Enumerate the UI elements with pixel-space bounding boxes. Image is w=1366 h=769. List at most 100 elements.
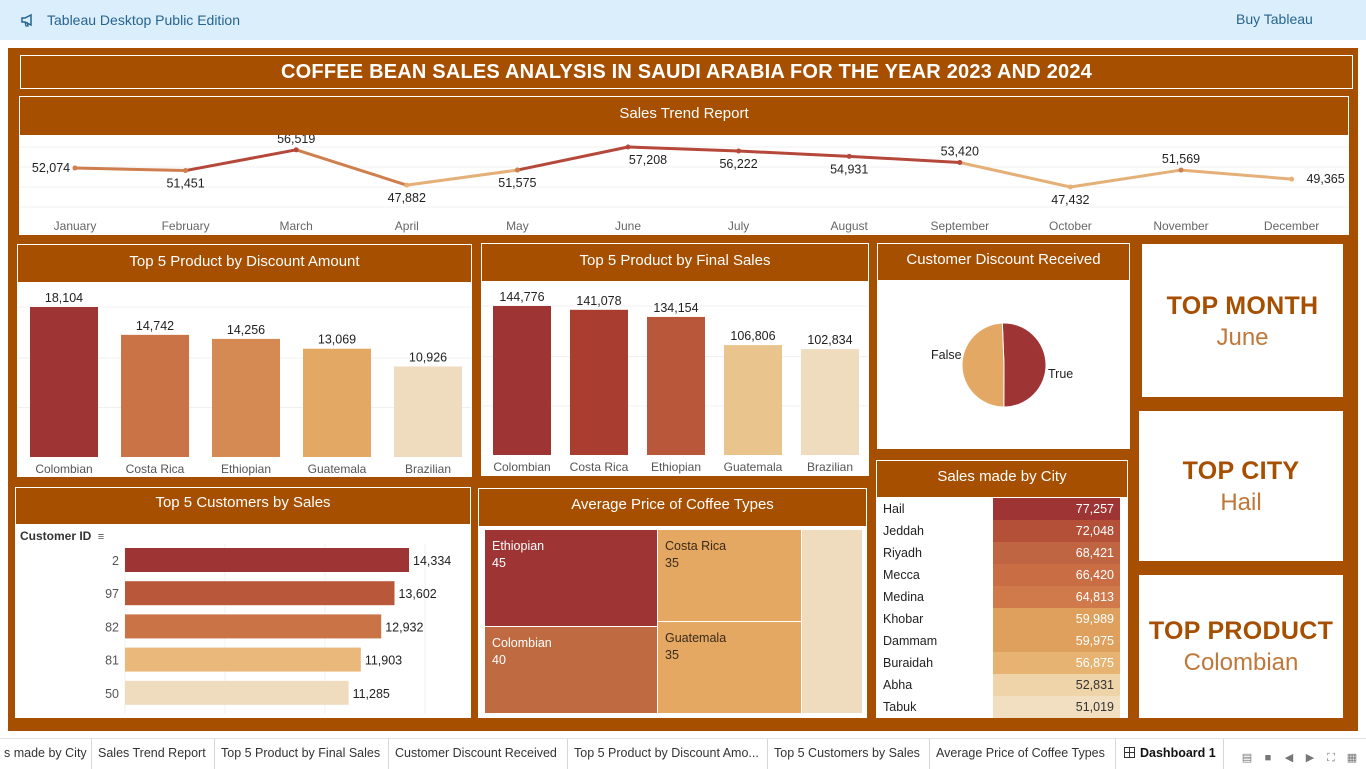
city-name: Khobar xyxy=(883,612,924,626)
filmstrip-icon[interactable]: ■ xyxy=(1264,752,1272,764)
top-month-label: TOP MONTH xyxy=(1166,292,1319,320)
trend-point-august[interactable] xyxy=(846,153,852,159)
trend-segment-7[interactable] xyxy=(847,154,962,164)
bar-brazilian[interactable] xyxy=(801,349,859,455)
city-row-buraidah[interactable]: Buraidah 56,875 xyxy=(877,652,1120,674)
customer-value-label: 12,932 xyxy=(385,620,423,634)
bar-colombian[interactable] xyxy=(30,307,98,457)
trend-point-april[interactable] xyxy=(404,182,410,188)
tab-dashboard-1[interactable]: Dashboard 1 xyxy=(1116,739,1224,769)
bar-category-label: Colombian xyxy=(493,460,550,474)
bar-ethiopian[interactable] xyxy=(647,316,705,455)
trend-segment-4[interactable] xyxy=(515,145,630,172)
bar-guatemala[interactable] xyxy=(724,345,782,455)
trend-point-november[interactable] xyxy=(1178,167,1184,173)
discount-received-chart[interactable]: True False xyxy=(878,280,1129,448)
sales-trend-chart[interactable]: 52,074 January 51,451 February 56,519 March 47… xyxy=(20,135,1348,235)
tab-discount-received[interactable]: Customer Discount Received xyxy=(389,739,568,769)
bar-costa-rica[interactable] xyxy=(570,309,628,455)
trend-point-may[interactable] xyxy=(514,167,520,173)
trend-point-march[interactable] xyxy=(293,147,299,153)
customer-bar-2[interactable] xyxy=(125,548,409,572)
final-sales-panel: Top 5 Product by Final Sales 144,776 Colo… xyxy=(481,243,869,476)
customer-bar-81[interactable] xyxy=(125,647,361,672)
tab-list-icon[interactable]: ▤ xyxy=(1241,752,1253,764)
treemap-cell-ethiopian[interactable] xyxy=(485,530,657,626)
city-row-khobar[interactable]: Khobar 59,989 xyxy=(877,608,1120,630)
trend-segment-6[interactable] xyxy=(737,149,851,158)
top-city-value: Hail xyxy=(1220,489,1262,516)
trend-segment-8[interactable] xyxy=(958,160,1072,189)
tab-discount-amount[interactable]: Top 5 Product by Discount Amo... xyxy=(568,739,768,769)
trend-segment-0[interactable] xyxy=(73,166,188,173)
trend-segment-1[interactable] xyxy=(184,148,298,173)
tab-top-customers[interactable]: Top 5 Customers by Sales xyxy=(768,739,930,769)
tab-avg-price[interactable]: Average Price of Coffee Types xyxy=(930,739,1116,769)
city-row-mecca[interactable]: Mecca 66,420 xyxy=(877,564,1120,586)
trend-point-december[interactable] xyxy=(1289,176,1295,182)
trend-segment-5[interactable] xyxy=(626,145,741,153)
avg-price-treemap[interactable]: Ethiopian 45 Colombian 40 Costa Rica 35 Guatem… xyxy=(479,526,866,717)
treemap-cell-colombian[interactable] xyxy=(485,627,657,713)
customer-id-header[interactable]: Customer ID ≡ xyxy=(20,529,104,543)
trend-point-june[interactable] xyxy=(625,144,631,150)
trend-data-label: 53,420 xyxy=(941,144,979,158)
trend-segment-10[interactable] xyxy=(1179,168,1294,181)
next-sheet-icon[interactable]: ▶ xyxy=(1305,752,1315,764)
bar-ethiopian[interactable] xyxy=(212,338,280,457)
customer-bar-97[interactable] xyxy=(125,581,395,606)
city-row-riyadh[interactable]: Riyadh 68,421 xyxy=(877,542,1120,564)
treemap-cell-other[interactable] xyxy=(802,530,862,713)
trend-segment-9[interactable] xyxy=(1068,168,1183,189)
bar-brazilian[interactable] xyxy=(394,366,462,457)
city-name: Jeddah xyxy=(883,524,925,538)
customer-value-label: 11,903 xyxy=(365,654,402,668)
trend-segment-3[interactable] xyxy=(405,168,519,187)
top-product-value: Colombian xyxy=(1183,649,1299,676)
city-row-hail[interactable]: Hail 77,257 xyxy=(877,498,1120,520)
trend-point-february[interactable] xyxy=(183,168,189,174)
bar-costa-rica[interactable] xyxy=(121,334,189,457)
customer-bar-50[interactable] xyxy=(125,680,349,705)
city-row-medina[interactable]: Medina 64,813 xyxy=(877,586,1120,608)
city-sales-value: 51,019 xyxy=(1075,700,1114,714)
treemap-cell-guatemala[interactable] xyxy=(658,622,801,713)
discount-products-panel: Top 5 Product by Discount Amount 18,104 C… xyxy=(17,244,472,477)
treemap-value-label: 40 xyxy=(492,653,506,667)
trend-point-july[interactable] xyxy=(736,148,742,154)
trend-x-tick: May xyxy=(506,219,529,233)
trend-segment-2[interactable] xyxy=(294,148,409,187)
sort-icon[interactable]: ≡ xyxy=(97,531,105,543)
pie-slice-true[interactable] xyxy=(1001,322,1047,408)
trend-x-tick: January xyxy=(54,219,97,233)
city-value-cell: 72,048 xyxy=(993,520,1120,542)
bar-guatemala[interactable] xyxy=(303,348,371,457)
tab-sales-trend-report[interactable]: Sales Trend Report xyxy=(92,739,215,769)
top-customers-chart[interactable]: 2 14,334 97 13,602 82 12,932 81 11,903 50 11,285 xyxy=(16,544,470,714)
bar-category-label: Brazilian xyxy=(807,460,853,474)
bar-colombian[interactable] xyxy=(493,306,551,455)
tab-sales-by-city[interactable]: s made by City xyxy=(0,739,92,769)
city-name: Hail xyxy=(883,502,905,516)
pie-slice-false[interactable] xyxy=(961,322,1005,408)
trend-point-october[interactable] xyxy=(1067,184,1073,190)
fit-icon[interactable]: ⛶ xyxy=(1327,752,1335,764)
city-value-cell: 52,831 xyxy=(993,674,1120,696)
city-row-jeddah[interactable]: Jeddah 72,048 xyxy=(877,520,1120,542)
final-sales-chart[interactable]: 144,776 Colombian 141,078 Costa Rica 134,154… xyxy=(482,281,868,475)
bar-category-label: Ethiopian xyxy=(221,462,271,476)
city-row-dammam[interactable]: Dammam 59,975 xyxy=(877,630,1120,652)
tab-final-sales[interactable]: Top 5 Product by Final Sales xyxy=(215,739,389,769)
city-value-cell: 56,875 xyxy=(993,652,1120,674)
city-row-abha[interactable]: Abha 52,831 xyxy=(877,674,1120,696)
previous-sheet-icon[interactable]: ◀ xyxy=(1284,752,1294,764)
trend-point-september[interactable] xyxy=(957,159,963,165)
avg-price-panel: Average Price of Coffee Types Ethiopian 4… xyxy=(478,488,867,718)
city-row-tabuk[interactable]: Tabuk 51,019 xyxy=(877,696,1120,718)
buy-tableau-link[interactable]: Buy Tableau xyxy=(1236,11,1313,27)
presentation-icon[interactable]: ▦ xyxy=(1346,752,1358,764)
customer-bar-82[interactable] xyxy=(125,614,382,639)
discount-products-chart[interactable]: 18,104 Colombian 14,742 Costa Rica 14,256 Eth… xyxy=(18,282,471,476)
trend-point-january[interactable] xyxy=(72,165,78,171)
treemap-cell-costa-rica[interactable] xyxy=(658,530,801,621)
